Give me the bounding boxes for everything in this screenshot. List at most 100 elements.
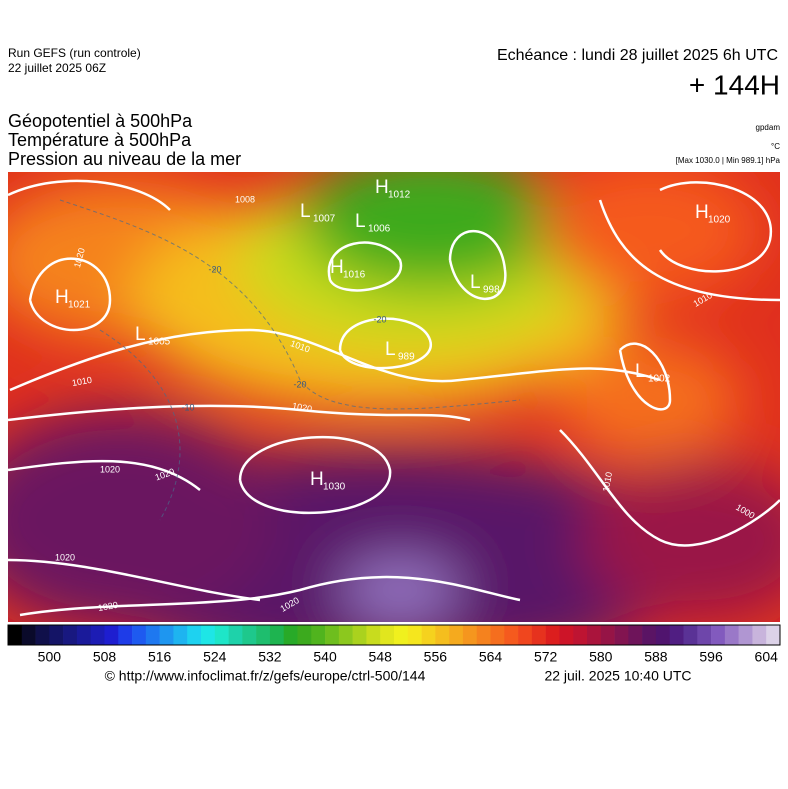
title: Température à 500hPa — [8, 130, 192, 150]
color-swatch — [228, 625, 243, 645]
center-value: 1006 — [368, 224, 391, 235]
colorbar-tick-label: 508 — [93, 649, 117, 665]
temperature-label: -20 — [373, 314, 386, 324]
color-swatch — [600, 625, 615, 645]
color-swatch — [559, 625, 574, 645]
lead-time: + 144H — [689, 69, 780, 100]
color-swatch — [132, 625, 147, 645]
colorbar: 500 508 516 524 532 540 548 556 564 572 580 588 596 6… — [7, 624, 781, 665]
color-swatch — [380, 625, 395, 645]
color-swatch — [394, 625, 409, 645]
color-swatch — [573, 625, 588, 645]
center-type: L — [135, 324, 146, 345]
title: Pression au niveau de la mer — [8, 149, 241, 169]
isobar-label: 1020 — [100, 464, 120, 474]
colorbar-tick-label: 500 — [38, 649, 62, 665]
colorbar-tick-label: 596 — [699, 649, 723, 665]
isobar-label: 1008 — [235, 194, 255, 204]
color-swatch — [104, 625, 119, 645]
colorbar-tick-label: 524 — [203, 649, 227, 665]
center-value: 1016 — [343, 270, 366, 281]
colorbar-tick-label: 532 — [258, 649, 282, 665]
color-swatch — [21, 625, 36, 645]
temperature-label: -20 — [293, 379, 306, 389]
color-swatch — [669, 625, 684, 645]
color-swatch — [256, 625, 271, 645]
color-swatch — [531, 625, 546, 645]
color-swatch — [738, 625, 753, 645]
center-value: 1005 — [148, 337, 171, 348]
source: © http://www.infoclimat.fr/z/gefs/europe… — [105, 668, 426, 684]
run: Run GEFS (run controle) — [8, 46, 141, 60]
color-swatch — [366, 625, 381, 645]
color-swatch — [766, 625, 781, 645]
center-type: L — [470, 272, 481, 293]
center-value: 989 — [398, 352, 415, 363]
color-swatch — [201, 625, 216, 645]
color-swatch — [462, 625, 478, 645]
color-swatch — [683, 625, 698, 645]
colorbar-tick-label: 572 — [534, 649, 558, 665]
center-value: 998 — [483, 285, 500, 296]
center-value: 1002 — [648, 374, 671, 385]
color-swatch — [325, 625, 340, 645]
color-swatch — [173, 625, 188, 645]
color-swatch — [283, 625, 298, 645]
color-swatch — [352, 625, 367, 645]
isobar-label: 1020 — [97, 600, 118, 613]
center-type: H — [55, 287, 69, 308]
color-swatch — [35, 625, 50, 645]
color-swatch — [8, 625, 23, 645]
colorbar-tick-label: 564 — [479, 649, 503, 665]
center-type: L — [300, 201, 311, 222]
color-swatch — [642, 625, 657, 645]
color-swatch — [63, 625, 78, 645]
color-swatch — [711, 625, 726, 645]
color-swatch — [338, 625, 353, 645]
color-swatch — [504, 625, 519, 645]
color-swatch — [187, 625, 202, 645]
color-swatch — [587, 625, 602, 645]
title: Géopotentiel à 500hPa — [8, 111, 193, 131]
color-swatch — [269, 625, 285, 645]
color-swatch — [697, 625, 712, 645]
color-swatch — [49, 625, 64, 645]
pressure-range: [Max 1030.0 | Min 989.1] hPa — [676, 156, 781, 165]
isobar-label: 1010 — [71, 375, 92, 388]
color-swatch — [614, 625, 629, 645]
unit: gpdam — [756, 123, 781, 132]
color-swatch — [518, 625, 533, 645]
colorbar-tick-label: 548 — [369, 649, 393, 665]
colorbar-tick-label: 604 — [755, 649, 779, 665]
colorbar-tick-label: 556 — [424, 649, 448, 665]
map — [8, 172, 780, 622]
color-swatch — [242, 625, 257, 645]
colorbar-frame — [7, 624, 781, 646]
generated: 22 juil. 2025 10:40 UTC — [544, 668, 691, 684]
color-swatch — [655, 625, 671, 645]
color-swatch — [297, 625, 312, 645]
color-swatch — [159, 625, 174, 645]
isobar-label: 1020 — [291, 401, 312, 414]
color-swatch — [435, 625, 450, 645]
center-value: 1012 — [388, 190, 411, 201]
temperature-label: -10 — [181, 402, 194, 412]
color-swatch — [76, 625, 92, 645]
color-swatch — [407, 625, 422, 645]
center-type: H — [695, 202, 709, 223]
run-date: 22 juillet 2025 06Z — [8, 61, 106, 75]
center-value: 1007 — [313, 214, 336, 225]
center-value: 1030 — [323, 482, 346, 493]
color-swatch — [118, 625, 133, 645]
colorbar-tick-label: 580 — [589, 649, 613, 665]
unit: °C — [771, 142, 780, 151]
center-type: L — [355, 211, 366, 232]
color-swatch — [476, 625, 491, 645]
color-swatch — [545, 625, 560, 645]
center-type: H — [310, 469, 324, 490]
color-swatch — [490, 625, 505, 645]
color-swatch — [449, 625, 464, 645]
color-swatch — [90, 625, 105, 645]
temperature-label: -20 — [208, 264, 221, 274]
